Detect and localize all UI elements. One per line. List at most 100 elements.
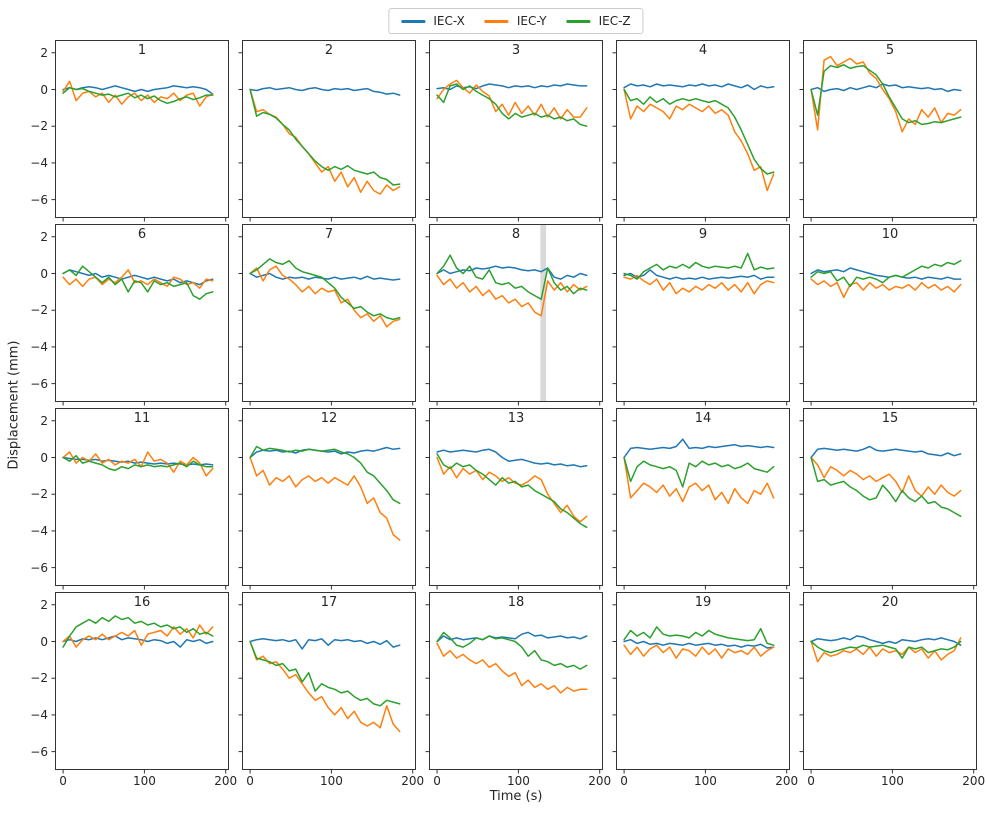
y-tick-label: −4 [30,707,48,722]
series-line-iec-y [623,88,775,192]
y-tick-label: −6 [30,376,48,391]
series-line-iec-z [249,88,401,186]
series-line-iec-y [249,640,401,733]
axes-frame [803,40,977,218]
y-tick-label: −6 [30,192,48,207]
series-line-iec-z [249,258,401,321]
legend-item-iec-x: IEC-X [401,14,465,28]
series-line-iec-x [249,86,401,96]
series-line-iec-x [623,638,775,649]
y-tick-label: −6 [30,560,48,575]
subplot-canvas-14 [612,408,790,590]
subplot-canvas-8 [425,224,603,406]
subplot-canvas-9 [612,224,790,406]
axes-frame [429,224,603,402]
x-tick-label: 200 [588,774,612,788]
x-tick-label: 0 [807,774,815,788]
axes-frame [429,592,603,770]
subplot-15: 15 [799,408,977,590]
axes-frame [242,592,416,770]
series-line-iec-y [249,88,401,195]
series-line-iec-y [436,456,588,523]
x-tick-label: 100 [506,774,530,788]
y-tick-label: −2 [30,671,48,686]
y-tick-label: −6 [30,744,48,759]
subplot-canvas-15 [799,408,977,590]
series-line-iec-x [436,631,588,643]
y-tick-label: −2 [30,303,48,318]
subplot-canvas-13 [425,408,603,590]
series-line-iec-y [810,55,962,133]
series-line-iec-x [623,269,775,280]
y-tick-label: 0 [40,634,48,649]
y-tick-label: 2 [40,229,48,244]
axes-frame [616,408,790,586]
subplot-5: 5 [799,40,977,222]
series-line-iec-z [436,453,588,529]
subplot-canvas-18 [425,592,603,774]
subplot-canvas-4 [612,40,790,222]
legend-item-iec-y: IEC-Y [484,14,547,28]
y-tick-label: 0 [40,450,48,465]
subplot-canvas-12 [238,408,416,590]
y-tick-label: 2 [40,413,48,428]
subplot-canvas-6 [51,224,229,406]
subplot-9: 9 [612,224,790,406]
series-line-iec-y [62,80,214,107]
y-tick-label: −2 [30,487,48,502]
series-line-iec-z [436,254,588,300]
subplot-8: 8 [425,224,603,406]
series-line-iec-z [436,83,588,127]
series-line-iec-x [62,85,214,95]
series-line-iec-y [810,278,962,299]
series-line-iec-y [62,624,214,648]
subplot-18: 18 0 100 200 [425,592,611,787]
series-line-iec-z [810,456,962,518]
subplot-canvas-5 [799,40,977,222]
subplot-canvas-3 [425,40,603,222]
event-band [540,224,547,402]
axes-frame [55,40,229,218]
legend: IEC-X IEC-Y IEC-Z [388,8,644,34]
subplot-canvas-11 [51,408,229,590]
subplot-canvas-20 [799,592,977,774]
legend-line-swatch-iec-x [401,19,426,23]
axes-frame [242,408,416,586]
legend-label-iec-z: IEC-Z [598,14,631,28]
subplot-14: 14 [612,408,790,590]
x-tick-label: 100 [693,774,717,788]
series-line-iec-z [623,88,775,175]
x-tick-label: 200 [214,774,238,788]
y-tick-label: −4 [30,523,48,538]
axes-frame [616,40,790,218]
subplot-16: 16 2 0 −2 −4 −6 0 100 200 [30,592,237,787]
plots-grid: 1 2 0 −2 −4 −6 2 3 4 5 6 2 0 −2 −4 −6 7 8 9 10 11 2 0 −2 −4 −6 12 1… [30,40,985,787]
legend-line-swatch-iec-y [484,19,509,23]
y-tick-label: 2 [40,45,48,60]
axes-frame [803,592,977,770]
series-line-iec-x [249,446,401,459]
axes-frame [616,224,790,402]
series-line-iec-z [249,445,401,505]
legend-item-iec-z: IEC-Z [566,14,631,28]
y-tick-label: 0 [40,266,48,281]
x-tick-label: 100 [132,774,156,788]
series-line-iec-y [623,274,775,295]
subplot-canvas-10 [799,224,977,406]
series-line-iec-z [436,631,588,670]
subplot-17: 17 0 100 200 [238,592,424,787]
legend-label-iec-y: IEC-Y [516,14,547,28]
y-axis-label: Displacement (mm) [6,340,22,470]
subplot-10: 10 [799,224,977,406]
x-tick-label: 0 [59,774,67,788]
legend-line-swatch-iec-z [566,19,591,23]
series-line-iec-z [249,640,401,707]
x-tick-label: 0 [620,774,628,788]
x-tick-label: 0 [246,774,254,788]
series-line-iec-z [62,615,214,648]
subplot-19: 19 0 100 200 [612,592,798,787]
axes-frame [55,408,229,586]
subplot-20: 20 0 100 200 [799,592,985,787]
series-line-iec-z [810,259,962,288]
